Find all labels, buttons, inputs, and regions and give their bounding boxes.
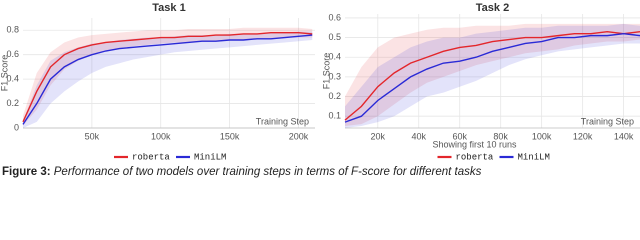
y-tick-label: 0.4 <box>328 52 341 62</box>
y-axis-label: F1 Score <box>321 53 331 90</box>
x-tick-label: 60k <box>452 131 467 141</box>
legend-label: MiniLM <box>194 152 226 162</box>
band <box>23 31 313 129</box>
band <box>345 23 640 127</box>
x-tick-label: 200k <box>289 131 309 141</box>
x-tick-label: 100k <box>532 131 552 141</box>
x-tick-label: 40k <box>411 131 426 141</box>
line <box>344 32 640 123</box>
x-axis-label: Training Step <box>581 116 634 126</box>
band <box>23 27 313 126</box>
x-tick-label: 50k <box>85 131 100 141</box>
x-tick-label: 120k <box>573 131 593 141</box>
y-tick-label: 0.2 <box>328 91 341 101</box>
y-tick-label: 0.2 <box>6 98 19 108</box>
legend-label: roberta <box>132 152 170 162</box>
chart-title: Task 2 <box>476 2 509 14</box>
y-tick-label: 0 <box>14 122 19 132</box>
y-tick-label: 0.4 <box>6 73 19 83</box>
y-tick-label: 0.6 <box>328 12 341 22</box>
caption: Figure 3: Performance of two models over… <box>2 166 482 178</box>
legend-label: MiniLM <box>518 152 550 162</box>
caption-label: Figure 3: <box>2 166 51 178</box>
line <box>22 34 313 125</box>
x-tick-label: 20k <box>371 131 386 141</box>
legend-label: roberta <box>456 152 494 162</box>
chart-title: Task 1 <box>152 2 185 14</box>
y-tick-label: 0.3 <box>328 71 341 81</box>
x-tick-label: 100k <box>151 131 171 141</box>
caption-text: Performance of two models over training … <box>54 166 482 178</box>
x-tick-label: 80k <box>493 131 508 141</box>
y-tick-label: 0.1 <box>328 111 341 121</box>
band <box>345 23 640 128</box>
line <box>22 31 313 123</box>
page: {"chart_data": [ {"type": "line", "title… <box>0 1 640 179</box>
annotation: Showing first 10 runs <box>432 139 517 149</box>
x-axis-label: Training Step <box>256 116 309 126</box>
figure: Figure 3: Performance of two models over… <box>0 2 640 178</box>
y-tick-label: 0.5 <box>328 32 341 42</box>
y-tick-label: 0.6 <box>6 49 19 59</box>
plot-background <box>23 18 315 128</box>
y-tick-label: 0.8 <box>6 25 19 35</box>
y-axis-label: F1 Score <box>0 55 9 92</box>
x-tick-label: 140k <box>614 131 634 141</box>
line <box>344 30 640 121</box>
x-tick-label: 150k <box>220 131 240 141</box>
